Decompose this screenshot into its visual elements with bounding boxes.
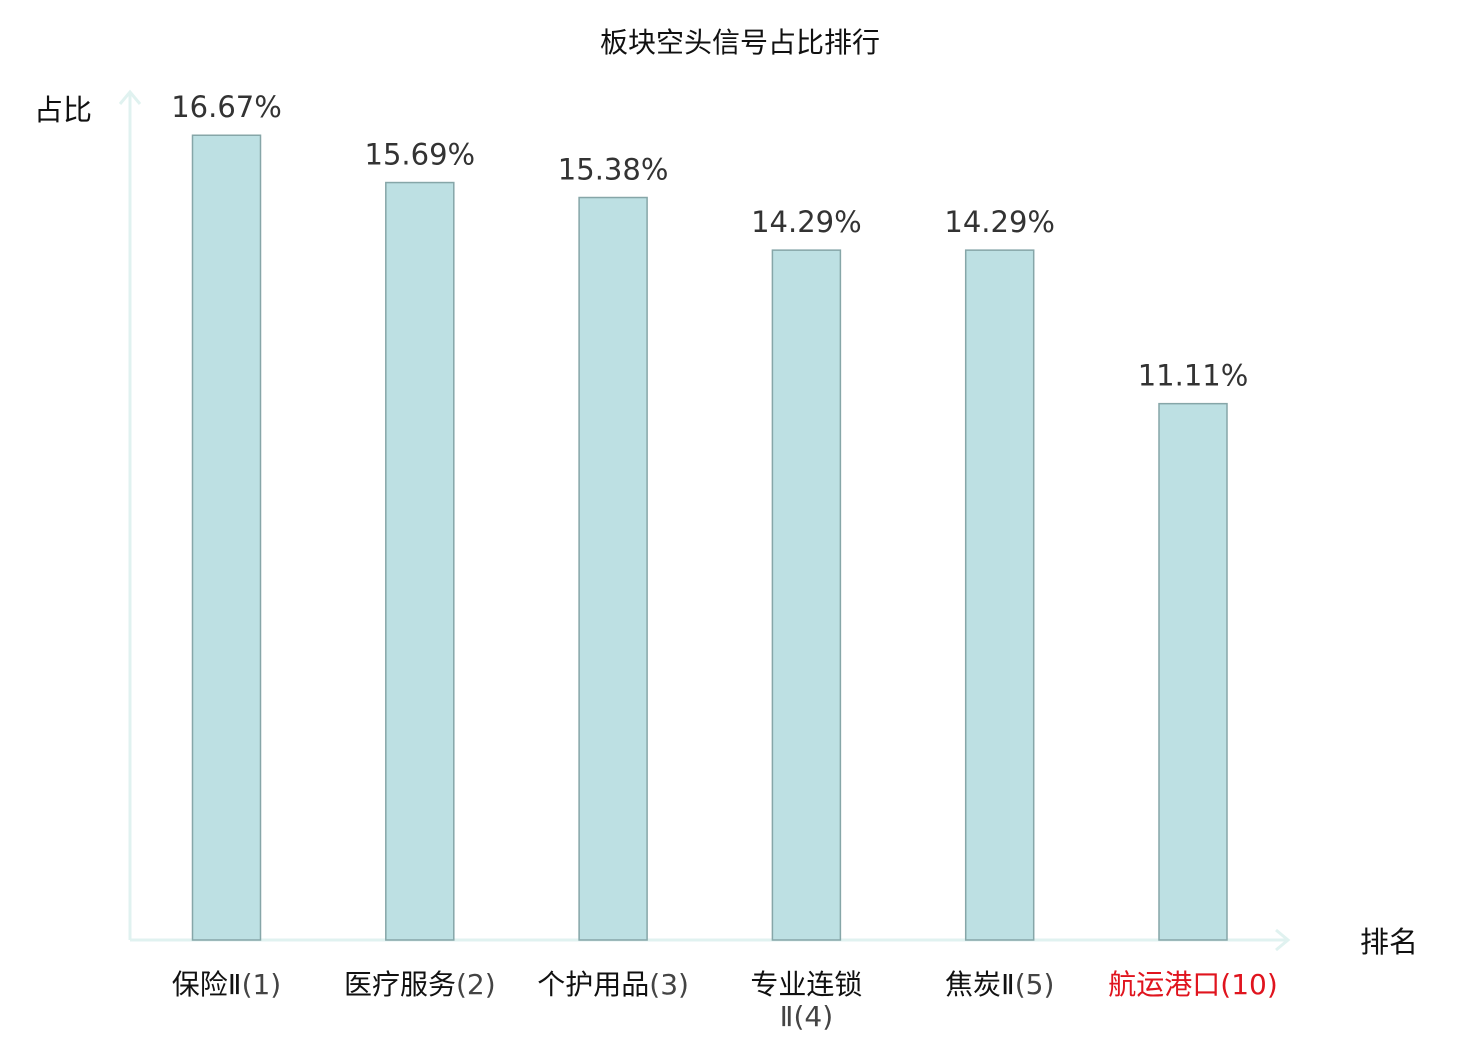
- category-labels-group: 保险Ⅱ(1) 医疗服务(2) 个护用品(3) 专业连锁 Ⅱ(4)焦炭Ⅱ(5) 航运港口(1…: [172, 968, 1278, 1033]
- bar: [385, 181, 455, 941]
- x-axis-label: 排名: [1360, 925, 1418, 959]
- data-label: 14.29%: [944, 205, 1055, 239]
- axes: [118, 89, 1291, 952]
- x-tick-rank: (10): [1220, 968, 1277, 1001]
- x-tick-rank: (5): [1015, 968, 1055, 1001]
- x-tick-rank: Ⅱ(4): [780, 1000, 833, 1033]
- data-label: 11.11%: [1138, 359, 1249, 393]
- bar: [964, 249, 1035, 941]
- x-tick-label: 焦炭Ⅱ(5): [945, 968, 1054, 1001]
- data-label: 16.67%: [171, 90, 282, 124]
- data-label: 14.29%: [751, 205, 862, 239]
- x-tick-rank: (1): [242, 968, 282, 1001]
- value-labels-group: 16.67% 15.69% 15.38% 14.29% 14.29% 11.11%: [171, 90, 1248, 392]
- x-tick-name: 航运港口: [1108, 968, 1220, 1001]
- x-tick-label: 专业连锁 Ⅱ(4): [750, 968, 862, 1033]
- y-axis-label: 占比: [34, 93, 92, 127]
- bar: [1158, 402, 1228, 941]
- x-tick-label: 医疗服务(2): [344, 968, 496, 1001]
- chart-title: 板块空头信号占比排行: [600, 26, 880, 59]
- x-tick-name: 保险Ⅱ: [172, 968, 242, 1001]
- data-label: 15.69%: [365, 138, 476, 172]
- x-tick-label: 航运港口(10): [1108, 968, 1278, 1001]
- x-tick-rank: (2): [456, 968, 496, 1001]
- x-tick-label: 保险Ⅱ(1): [172, 968, 281, 1001]
- bar: [578, 196, 648, 941]
- x-tick-name: 个护用品: [537, 968, 649, 1001]
- x-tick-name: 医疗服务: [344, 968, 456, 1001]
- x-tick-label: 个护用品(3): [537, 968, 689, 1001]
- x-tick-name: 焦炭Ⅱ: [945, 968, 1015, 1001]
- bars-group: [191, 134, 1228, 941]
- bar: [191, 134, 262, 941]
- y-axis-arrow: [118, 89, 142, 105]
- x-tick-rank: (3): [649, 968, 689, 1001]
- x-axis-arrow: [1275, 928, 1291, 952]
- bar: [771, 249, 842, 941]
- data-label: 15.38%: [558, 153, 669, 187]
- x-tick-name: 专业连锁: [750, 968, 862, 1001]
